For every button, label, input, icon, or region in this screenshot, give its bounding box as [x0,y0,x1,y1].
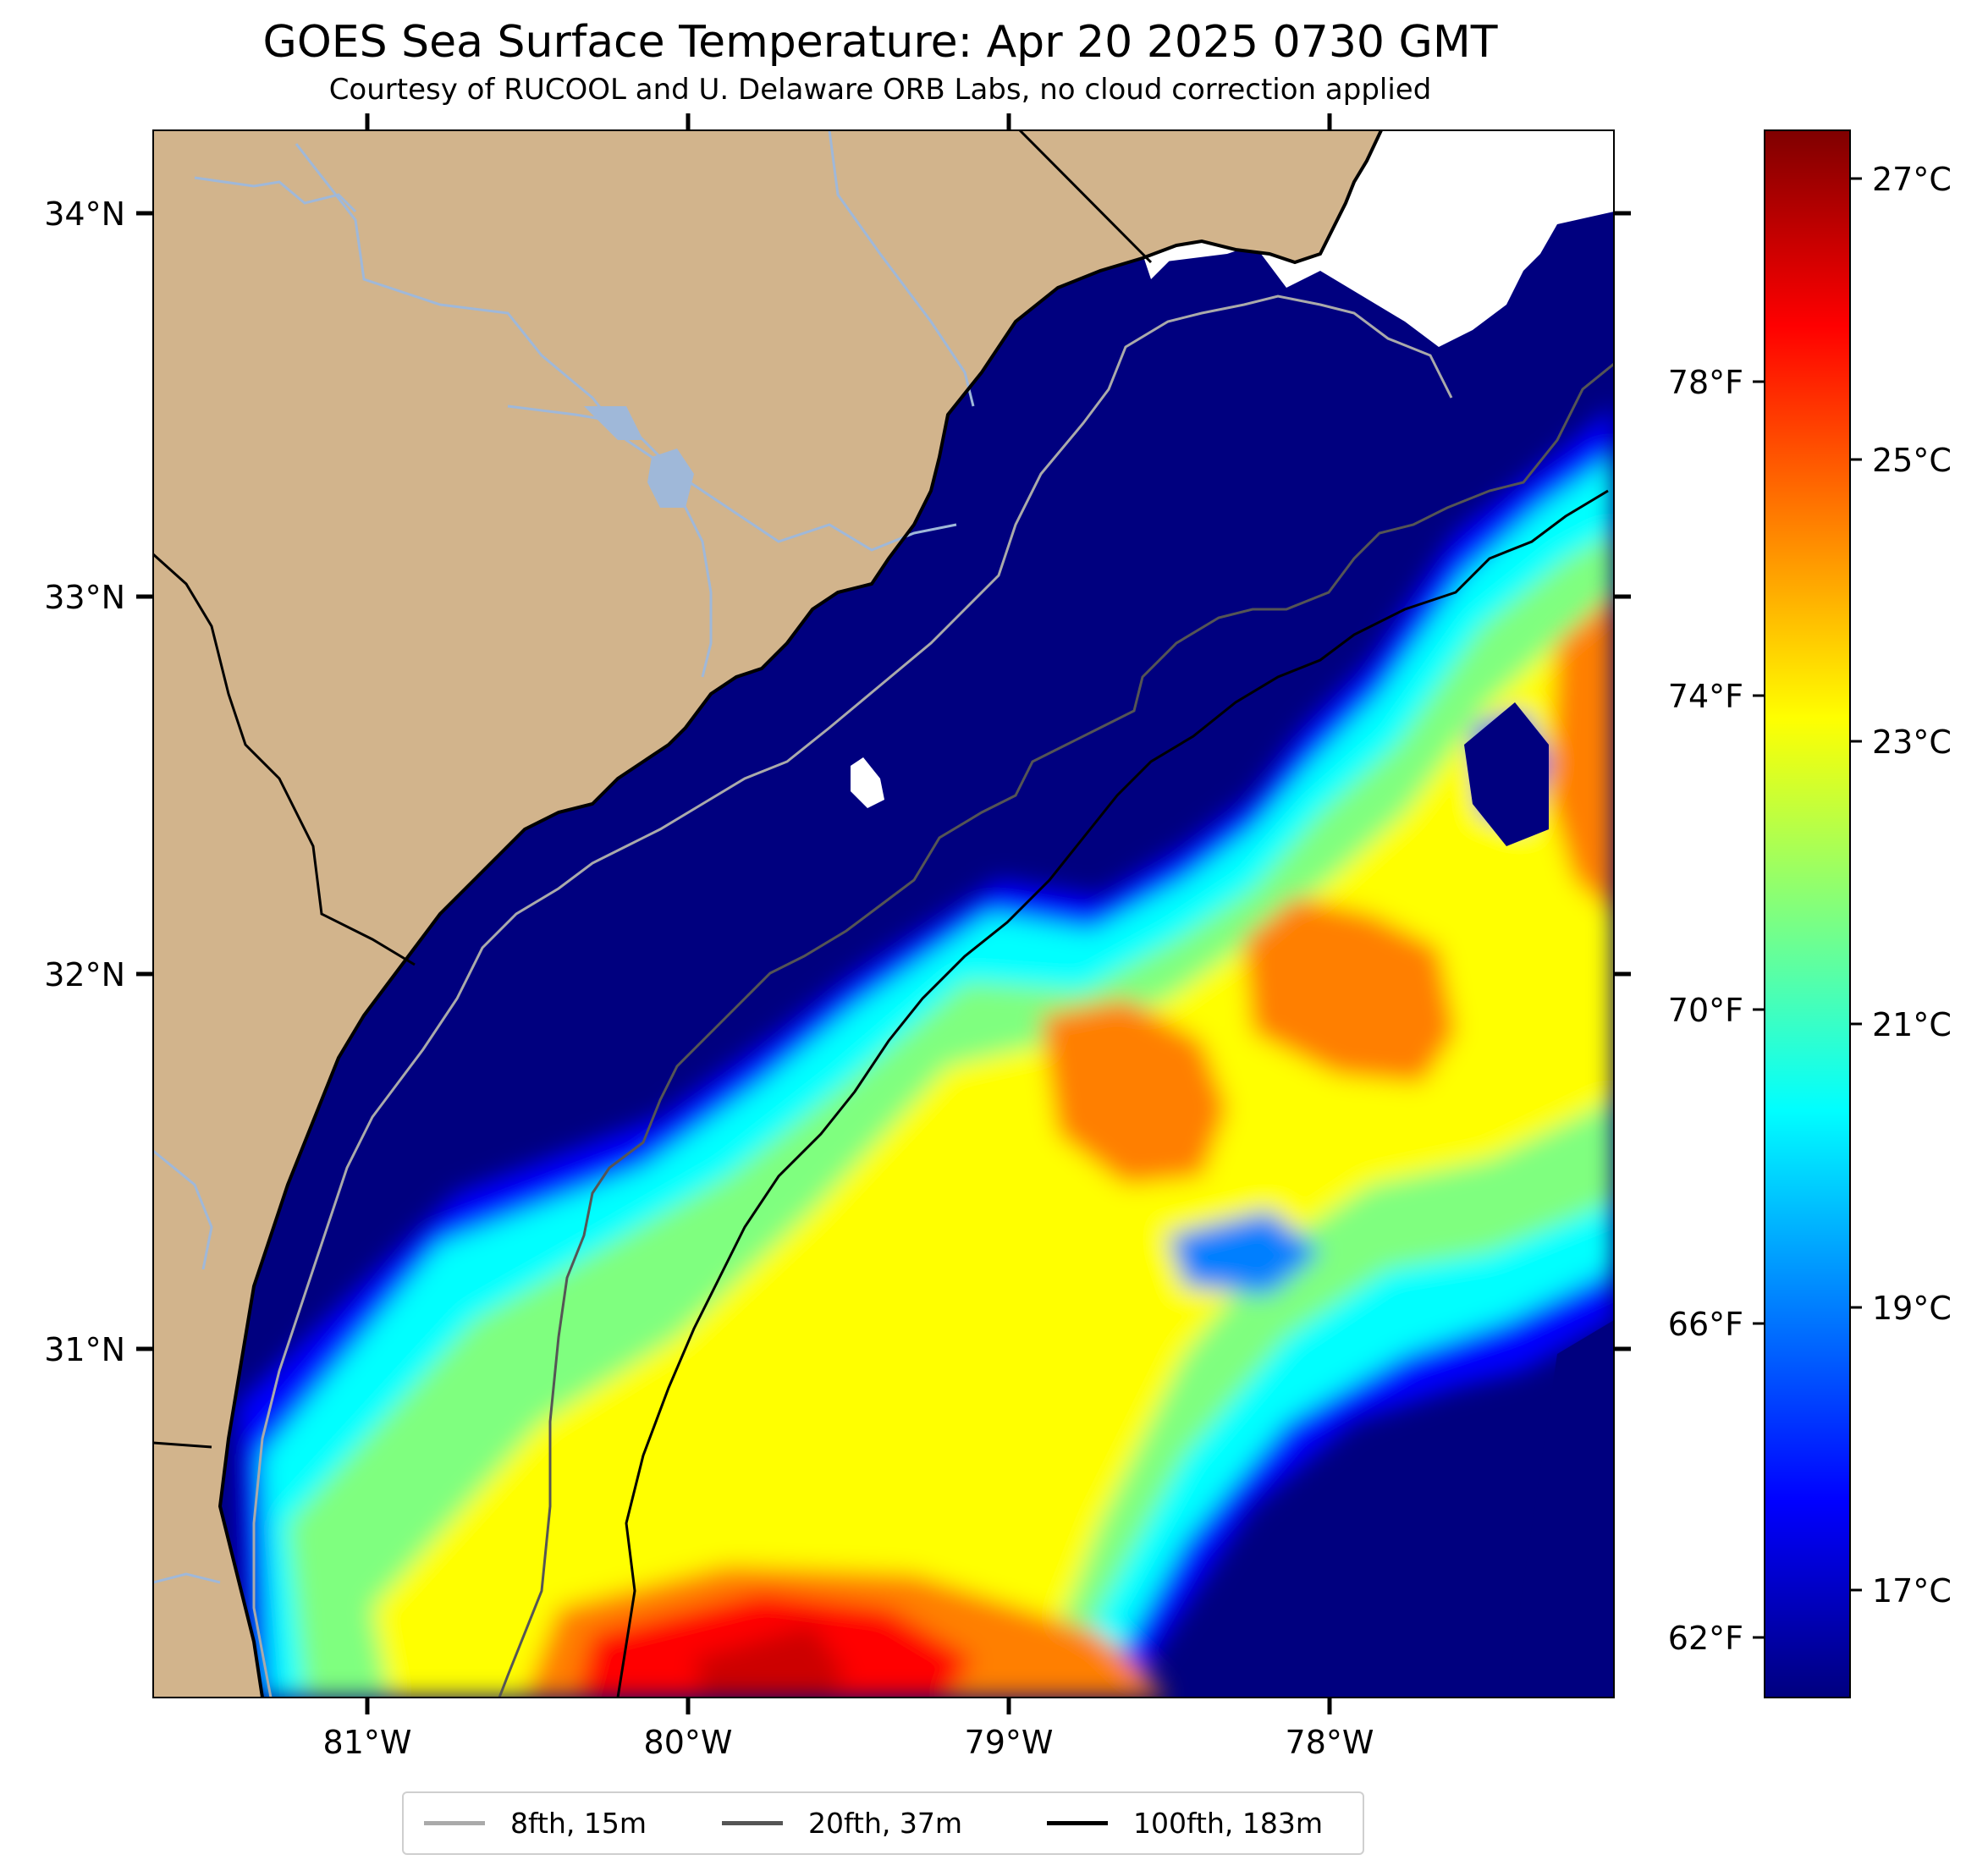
legend-item-37m: 20fth, 37m [722,1793,962,1853]
lon-label-79w: 79°W [965,1724,1054,1761]
yellow-patch [372,609,1614,1698]
colorbar-label-70f: 70°F [1668,992,1743,1029]
lat-label-33n: 33°N [44,579,125,616]
legend-label-183m: 100fth, 183m [1133,1807,1323,1840]
colorbar-celsius-ticks [1850,177,1862,1592]
legend-swatch-15m [424,1821,485,1825]
cold-water-corner [1506,1320,1614,1698]
colorbar-label-25c: 25°C [1872,442,1952,479]
coastline [218,130,1383,1698]
colorbar-label-66f: 66°F [1668,1306,1743,1343]
cold-eddy [1464,702,1549,846]
colorbar-label-78f: 78°F [1668,364,1743,401]
legend-swatch-183m [1047,1821,1108,1825]
orange-patch-c [1549,592,1614,914]
lat-label-34n: 34°N [44,195,125,233]
legend-label-37m: 20fth, 37m [808,1807,962,1840]
legend-label-15m: 8fth, 15m [510,1807,647,1840]
colorbar-label-74f: 74°F [1668,678,1743,715]
river-1 [194,176,357,213]
lon-label-78w: 78°W [1286,1724,1374,1761]
border-sc-ga [153,553,416,966]
colorbar [1764,129,1851,1698]
isobath-legend: 8fth, 15m 20fth, 37m 100fth, 183m [402,1791,1364,1855]
river-3 [828,130,975,407]
longitude-ticks [365,113,1332,1714]
lat-label-31n: 31°N [44,1331,125,1368]
map-frame [152,129,1615,1698]
legend-item-183m: 100fth, 183m [1047,1793,1323,1853]
orange-patch-a [1041,999,1227,1185]
blue-streak-patch [1168,1210,1320,1295]
sst-patches [237,406,1614,1698]
land-mass [153,130,1381,1698]
map-area [153,130,1614,1698]
state-borders [153,130,1153,1449]
river-5 [153,1149,213,1270]
isobath-15m [252,294,1453,1698]
lon-label-80w: 80°W [644,1724,733,1761]
colorbar-fahrenheit-ticks [1753,380,1765,1639]
legend-item-15m: 8fth, 15m [424,1793,647,1853]
dark-red-patch [694,1625,846,1698]
colorbar-label-19c: 19°C [1872,1290,1952,1327]
colorbar-label-17c: 17°C [1872,1572,1952,1610]
lat-label-32n: 32°N [44,956,125,993]
border-nc-sc [1018,130,1153,264]
lon-label-81w: 81°W [323,1724,412,1761]
cloud-patch-small [851,757,884,808]
colorbar-label-23c: 23°C [1872,724,1952,761]
colorbar-label-27c: 27°C [1872,161,1952,198]
isobath-183m [616,489,1609,1698]
colorbar-label-21c: 21°C [1872,1006,1952,1043]
isobath-37m [498,362,1614,1698]
river-6 [153,1572,221,1584]
colorbar-label-62f: 62°F [1668,1620,1743,1657]
orange-patch-b [1244,897,1456,1083]
latitude-ticks [136,211,1631,1351]
map-title: GOES Sea Surface Temperature: Apr 20 202… [262,17,1498,68]
legend-swatch-37m [722,1821,783,1825]
border-ga-fl [153,1441,212,1449]
map-subtitle: Courtesy of RUCOOL and U. Delaware ORB L… [328,73,1432,107]
reservoir [584,406,694,508]
